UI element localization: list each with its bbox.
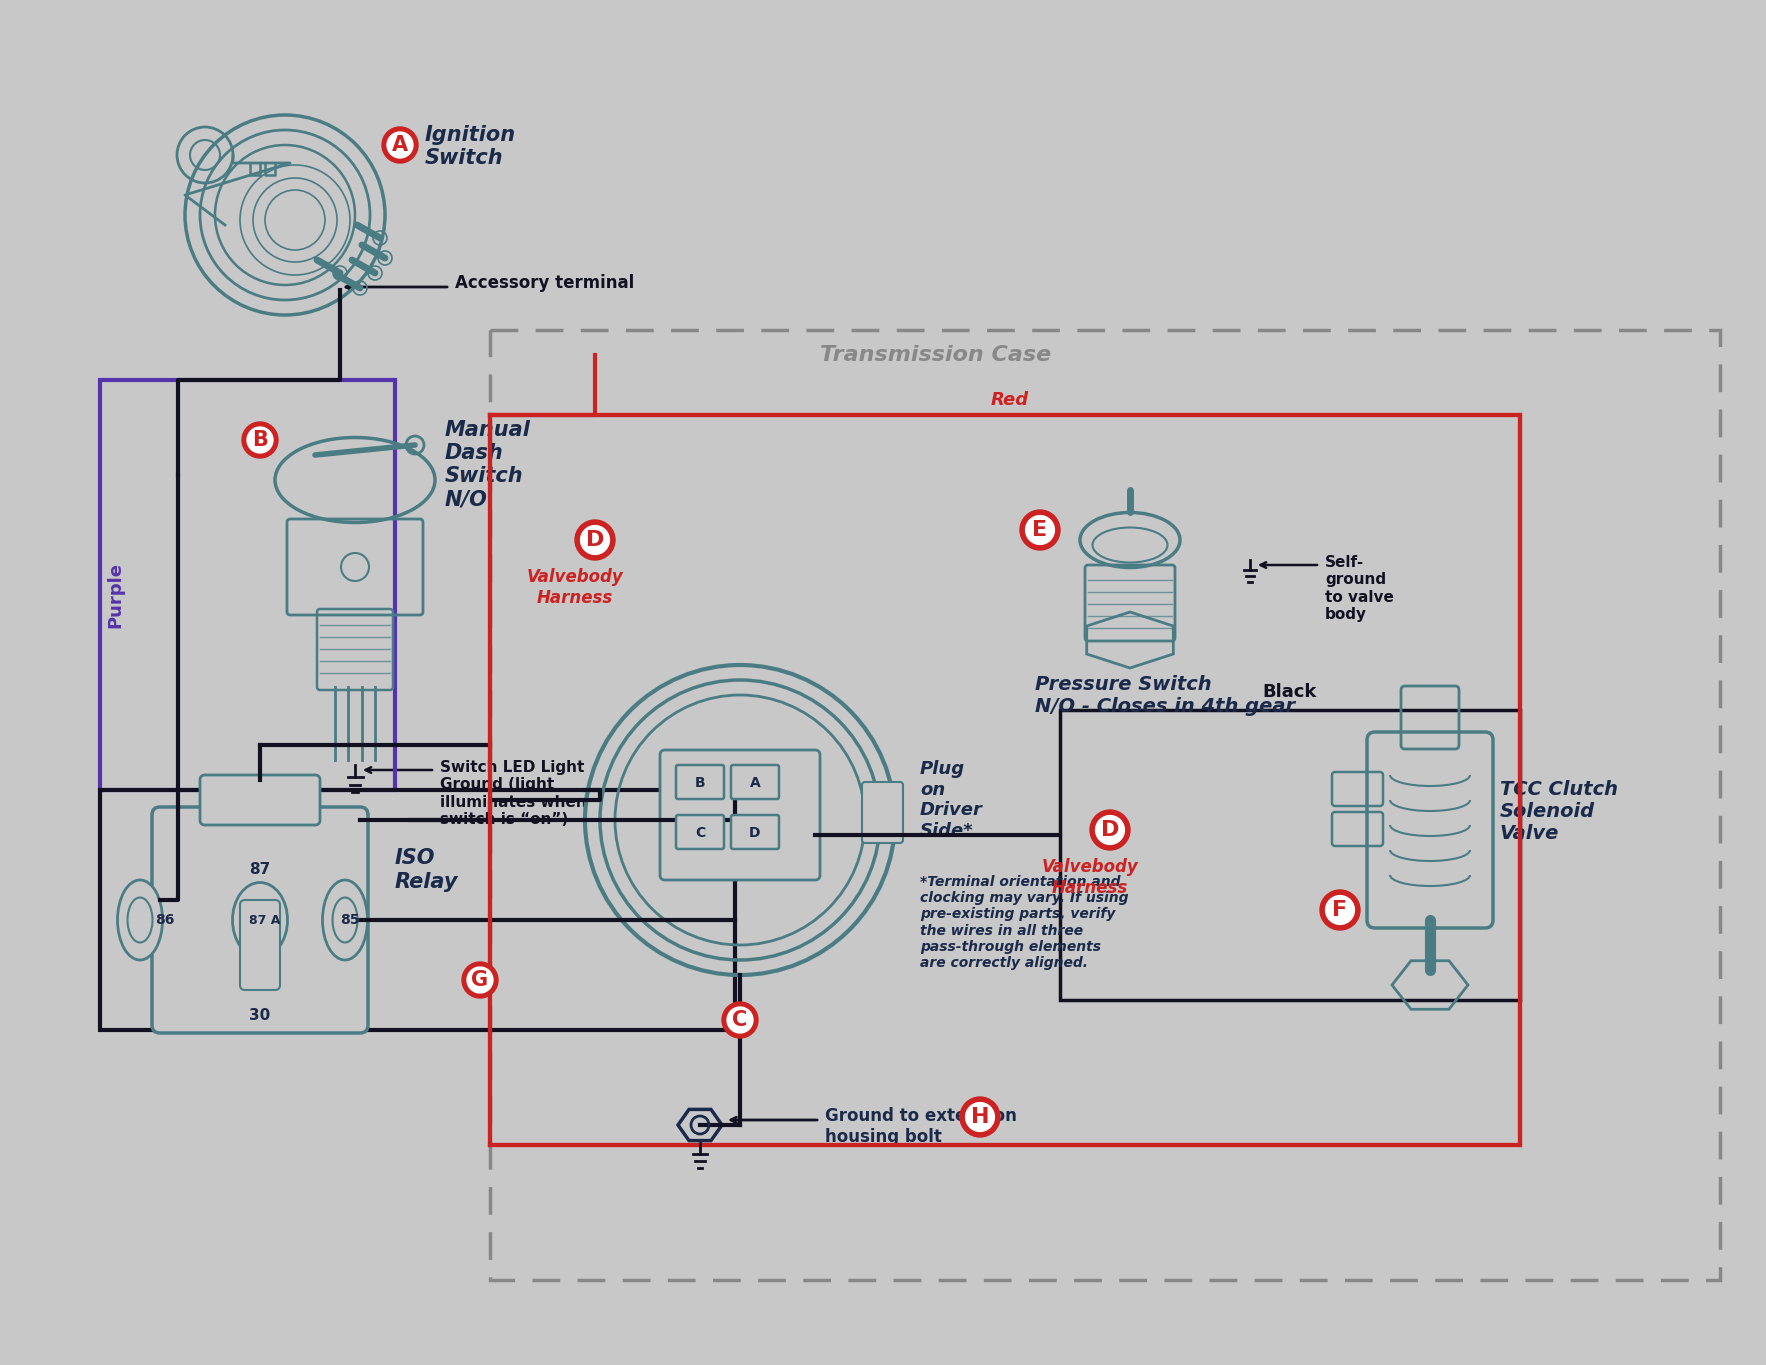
- FancyBboxPatch shape: [240, 900, 281, 990]
- Text: A: A: [749, 775, 761, 790]
- Bar: [489, 330, 1720, 1280]
- Circle shape: [576, 520, 615, 560]
- Text: C: C: [694, 826, 705, 839]
- Text: B: B: [694, 775, 705, 790]
- FancyBboxPatch shape: [862, 782, 902, 844]
- Text: Switch LED Light
Ground (light
illuminates when
switch is “on”): Switch LED Light Ground (light illuminat…: [440, 760, 586, 827]
- Circle shape: [1095, 816, 1125, 845]
- Bar: [489, 415, 1521, 1145]
- Circle shape: [1326, 895, 1355, 924]
- FancyBboxPatch shape: [731, 815, 779, 849]
- Ellipse shape: [233, 883, 288, 957]
- Ellipse shape: [118, 880, 162, 960]
- Text: Manual
Dash
Switch
N/O: Manual Dash Switch N/O: [445, 420, 532, 509]
- Circle shape: [463, 962, 498, 998]
- Circle shape: [728, 1007, 752, 1033]
- Circle shape: [722, 1002, 758, 1037]
- Text: Self-
ground
to valve
body: Self- ground to valve body: [1324, 556, 1393, 622]
- FancyBboxPatch shape: [660, 749, 819, 880]
- FancyBboxPatch shape: [676, 815, 724, 849]
- Text: Black: Black: [1263, 682, 1317, 702]
- FancyBboxPatch shape: [731, 764, 779, 799]
- Circle shape: [387, 132, 413, 158]
- Text: Valvebody
Harness: Valvebody Harness: [1042, 859, 1139, 897]
- Text: Red: Red: [991, 390, 1030, 410]
- Text: F: F: [1332, 900, 1347, 920]
- Text: D: D: [1100, 820, 1120, 839]
- Text: 86: 86: [155, 913, 175, 927]
- Text: 85: 85: [341, 913, 360, 927]
- Text: D: D: [749, 826, 761, 839]
- Text: A: A: [392, 135, 408, 156]
- Text: H: H: [971, 1107, 989, 1127]
- Text: Plug
on
Driver
Side*: Plug on Driver Side*: [920, 760, 984, 841]
- Text: TCC Clutch
Solenoid
Valve: TCC Clutch Solenoid Valve: [1499, 779, 1618, 844]
- Text: C: C: [733, 1010, 747, 1031]
- Text: 87: 87: [249, 863, 270, 878]
- Text: Transmission Case: Transmission Case: [819, 345, 1051, 364]
- Text: G: G: [472, 971, 489, 990]
- Circle shape: [581, 526, 609, 554]
- Text: E: E: [1033, 520, 1047, 541]
- Text: Valvebody
Harness: Valvebody Harness: [526, 568, 623, 607]
- FancyBboxPatch shape: [200, 775, 320, 824]
- FancyBboxPatch shape: [152, 807, 367, 1033]
- Ellipse shape: [323, 880, 367, 960]
- Text: Accessory terminal: Accessory terminal: [456, 274, 634, 292]
- Text: 30: 30: [249, 1007, 270, 1022]
- Bar: [1060, 710, 1521, 1001]
- FancyBboxPatch shape: [676, 764, 724, 799]
- Text: Pressure Switch
N/O - Closes in 4th gear: Pressure Switch N/O - Closes in 4th gear: [1035, 676, 1294, 717]
- Text: 87 A: 87 A: [249, 913, 281, 927]
- Text: ISO
Relay: ISO Relay: [396, 849, 459, 891]
- Text: D: D: [586, 530, 604, 550]
- Circle shape: [247, 427, 274, 453]
- Circle shape: [1026, 516, 1054, 545]
- Circle shape: [966, 1103, 994, 1132]
- Circle shape: [961, 1097, 1000, 1137]
- Circle shape: [466, 966, 493, 992]
- Text: Purple: Purple: [106, 562, 124, 628]
- Circle shape: [381, 127, 419, 162]
- Circle shape: [1319, 890, 1360, 930]
- Circle shape: [1021, 511, 1060, 550]
- Bar: [101, 379, 396, 790]
- Circle shape: [242, 422, 277, 459]
- Text: *Terminal orientation and
clocking may vary. If using
pre-existing parts, verify: *Terminal orientation and clocking may v…: [920, 875, 1128, 971]
- Bar: [101, 790, 735, 1031]
- Text: B: B: [253, 430, 268, 450]
- Circle shape: [1090, 809, 1130, 850]
- Text: Ground to extension
housing bolt: Ground to extension housing bolt: [825, 1107, 1017, 1145]
- Text: Ignition
Switch: Ignition Switch: [426, 126, 516, 168]
